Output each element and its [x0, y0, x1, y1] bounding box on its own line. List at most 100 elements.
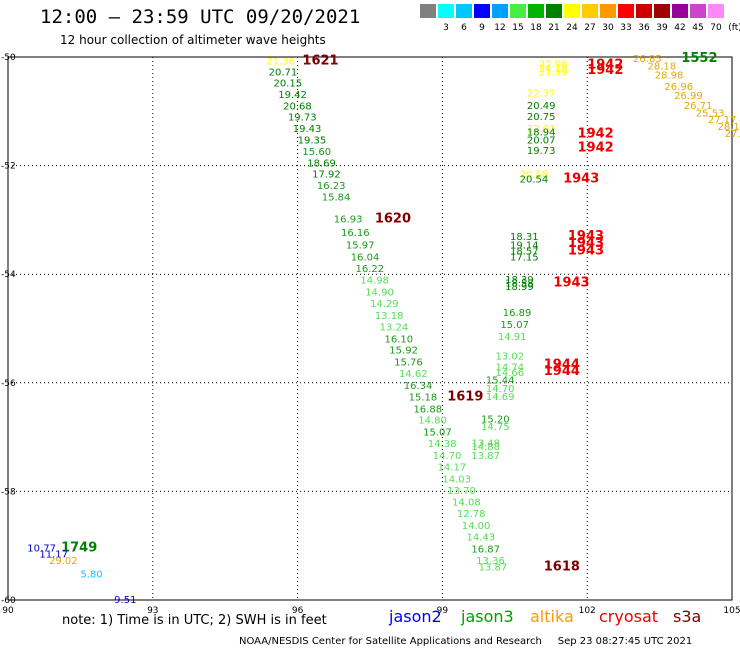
latitude-tick-label: -50: [1, 53, 16, 63]
wave-height-value: 14.29: [370, 299, 399, 310]
color-scale-label: 39: [656, 23, 668, 33]
wave-height-value: 20.75: [527, 112, 556, 123]
wave-height-value: 14.70: [433, 451, 462, 462]
wave-height-value: 26.96: [664, 82, 693, 93]
wave-height-value: 15.07: [500, 320, 529, 331]
wave-height-value: 21.36: [266, 56, 295, 67]
color-swatch: [456, 4, 472, 18]
wave-height-value: 27.17: [708, 115, 737, 126]
color-swatch: [546, 4, 562, 18]
color-scale-label: 9: [479, 23, 485, 33]
wave-height-value: 13.70: [447, 486, 476, 497]
wave-height-value: 20.71: [269, 68, 298, 79]
color-swatch: [564, 4, 580, 18]
wave-height-value: 14.62: [399, 369, 428, 380]
pass-time-label: 1942: [578, 141, 614, 156]
wave-height-value: 11.17: [39, 549, 68, 560]
longitude-tick-label: 90: [2, 606, 14, 616]
wave-height-value: 28.98: [655, 70, 684, 81]
satellite-legend-s3a: s3a: [673, 607, 702, 626]
wave-height-value: 21.99: [539, 68, 568, 79]
wave-height-value: 19.73: [288, 113, 317, 124]
wave-height-value: 20.54: [520, 175, 549, 186]
map-tick-labels: 90 93 96 99 102 105 -50 -52 -54 -56 -58 -60: [1, 53, 740, 616]
color-swatch: [582, 4, 598, 18]
satellite-legend-altika: altika: [530, 607, 574, 626]
color-scale-label: 6: [461, 23, 467, 33]
latitude-tick-label: -58: [1, 487, 16, 497]
wave-height-value: 14.75: [481, 422, 510, 433]
wave-height-value: 22.98: [539, 60, 568, 71]
wave-height-value: 26.99: [674, 91, 703, 102]
wave-height-value: 24.18: [539, 64, 568, 75]
pass-time-label: 1943: [568, 243, 604, 258]
color-swatch: [492, 4, 508, 18]
wave-height-value: 19.14: [510, 240, 539, 251]
color-scale-label: 12: [494, 23, 506, 33]
wave-height-value: 9.51: [114, 595, 136, 606]
wave-height-value: 18.99: [505, 282, 534, 293]
wave-height-value: 20.15: [273, 79, 302, 90]
wave-height-value: 14.80: [418, 416, 447, 427]
satellite-legend-cryosat: cryosat: [599, 607, 659, 626]
color-swatch: [654, 4, 670, 18]
color-swatch: [528, 4, 544, 18]
wave-height-value: 18.58: [505, 278, 534, 289]
wave-height-value: 16.22: [356, 264, 385, 275]
wave-height-value: 14.66: [495, 368, 524, 379]
pass-time-label: 1943: [553, 275, 589, 290]
pass-time-label: 1944: [544, 364, 580, 379]
wave-height-value: 15.76: [394, 358, 423, 369]
satellite-legend-jason2: jason2: [389, 607, 442, 626]
pass-time-label: 1942: [587, 58, 623, 73]
wave-height-value: 25.53: [696, 108, 725, 119]
wave-height-value: 15.18: [409, 392, 438, 403]
wave-height-value: 17.15: [510, 252, 539, 263]
wave-height-value: 22.01: [527, 124, 556, 135]
wave-height-value: 19.73: [527, 146, 556, 157]
wave-height-value: 19.35: [298, 136, 327, 147]
pass-time-label: 1942: [578, 127, 614, 142]
pass-time-label: 1619: [447, 389, 483, 404]
wave-height-value: 13.87: [471, 451, 500, 462]
wave-height-value: 26.71: [684, 101, 713, 112]
pass-time-label: 1620: [375, 211, 411, 226]
wave-height-value: 17.92: [312, 170, 341, 181]
wave-height-value: 26.85: [633, 54, 662, 65]
wave-height-value: 14.69: [486, 392, 515, 403]
wave-height-value: 19.42: [278, 90, 307, 101]
wave-height-value: 16.04: [351, 252, 380, 263]
color-scale-label: 42: [674, 23, 686, 33]
wave-height-labels: 21.36 162120.7120.1519.4220.6819.7319.431…: [27, 51, 740, 606]
wave-height-value: 20.68: [283, 101, 312, 112]
pass-time-label: 1552: [681, 51, 717, 66]
wave-height-value: 18.39: [505, 275, 534, 286]
color-scale-label: 36: [638, 23, 650, 33]
wave-height-value: 14.74: [495, 363, 524, 374]
wave-height-value: 14.38: [428, 439, 457, 450]
wave-height-value: 18.69: [307, 158, 336, 169]
color-swatch: [438, 4, 454, 18]
longitude-tick-label: 105: [723, 606, 740, 616]
wave-height-value: 14.00: [462, 521, 491, 532]
wave-height-value: 22.37: [527, 88, 556, 99]
latitude-tick-label: -52: [1, 162, 16, 172]
wave-height-value: 16.16: [341, 228, 370, 239]
wave-height-value: 16.93: [334, 214, 363, 225]
wave-height-value: 13.36: [476, 556, 505, 567]
pass-time-label: 1943: [568, 229, 604, 244]
color-swatch: [690, 4, 706, 18]
wave-height-value: 14.90: [365, 288, 394, 299]
wave-height-value: 18.31: [510, 232, 539, 243]
wave-height-value: 14.08: [452, 498, 481, 509]
pass-time-label: 1944: [544, 357, 580, 372]
color-swatch: [510, 4, 526, 18]
pass-time-label: 1943: [568, 236, 604, 251]
wave-height-value: 29.02: [49, 556, 78, 567]
color-swatch: [420, 4, 436, 18]
wave-height-value: 13.18: [375, 311, 404, 322]
color-scale-label: 18: [530, 23, 542, 33]
longitude-tick-label: 99: [437, 606, 449, 616]
color-scale-label: 30: [602, 23, 614, 33]
